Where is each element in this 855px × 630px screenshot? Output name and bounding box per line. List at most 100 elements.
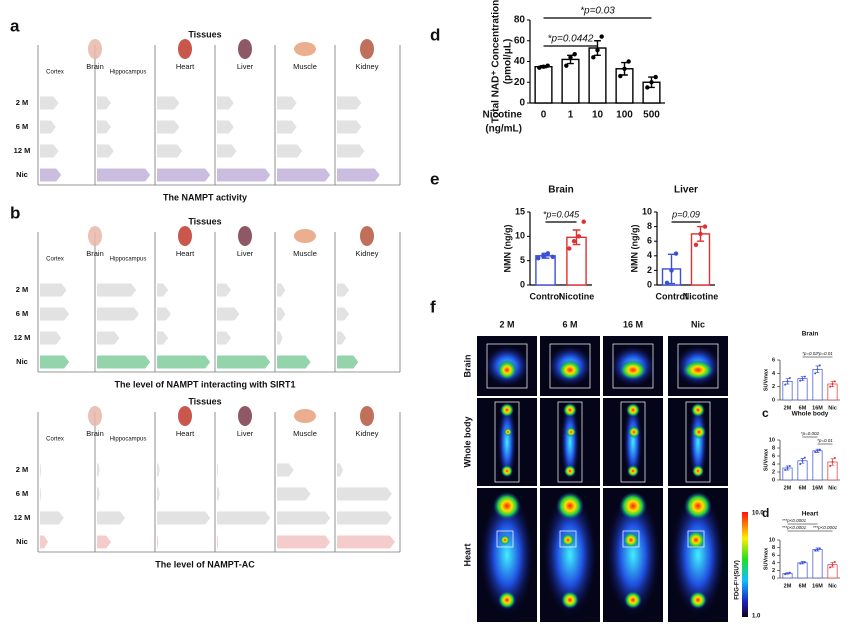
data-point: [818, 364, 821, 367]
panel-letter: e: [430, 169, 439, 188]
colorbar-label: FDG-F¹⁸(SUV): [734, 560, 741, 600]
tissue-label: Muscle: [293, 62, 317, 71]
y-tick-label: 5: [520, 255, 525, 265]
column-label: 16 M: [623, 319, 643, 329]
panel-letter: a: [10, 16, 20, 35]
x-tick-label: Nicotine: [559, 291, 595, 301]
activity-bar: [337, 331, 347, 345]
activity-bar: [217, 168, 271, 182]
activity-bar: [157, 96, 180, 110]
panel-title: Tissues: [188, 216, 221, 226]
activity-bar: [337, 511, 392, 525]
activity-bar: [97, 283, 137, 297]
roi-box: [486, 343, 528, 389]
x-tick-label: 10: [592, 110, 604, 121]
x-tick-label: 2M: [784, 485, 792, 491]
view-label: Sagittal: [585, 479, 598, 484]
row-label: Brain: [462, 354, 472, 377]
subregion-label: Hippocampus: [110, 437, 147, 443]
scan-signal: [558, 360, 582, 380]
activity-bar: [40, 511, 64, 525]
x-tick-label: 6M: [799, 485, 807, 491]
roi-box: [494, 401, 520, 483]
data-point: [799, 463, 802, 465]
activity-bar: [157, 487, 160, 501]
tissue-icon: [178, 39, 192, 59]
scan-signal: [626, 403, 640, 417]
row-label: 2 M: [16, 98, 29, 107]
row-label: 6 M: [16, 309, 29, 318]
significance-label: ***p<0.0001: [782, 518, 807, 523]
scan-signal: [628, 426, 640, 438]
data-point: [799, 562, 802, 565]
y-tick-label: 6: [772, 553, 775, 559]
data-point: [669, 268, 674, 273]
data-point: [568, 55, 573, 60]
panel-letter: d: [430, 25, 440, 44]
activity-bar: [217, 307, 240, 321]
tissue-icon: [238, 226, 252, 246]
subregion-label: Hippocampus: [110, 257, 147, 263]
y-tick-label: 2: [772, 568, 775, 574]
tissue-label: Kidney: [356, 429, 379, 438]
roi-box: [685, 401, 711, 483]
scan-signal: [556, 492, 584, 520]
data-point: [664, 280, 670, 286]
y-axis-label: NMN (ng/g): [502, 225, 512, 273]
activity-bar: [217, 331, 231, 345]
activity-bar: [277, 168, 331, 182]
row-label: Heart: [462, 543, 472, 566]
panel-caption: The level of NAMPT interacting with SIRT…: [114, 379, 295, 389]
scan-signal: [563, 403, 577, 417]
subregion-label: Cortex: [46, 70, 64, 76]
activity-bar: [217, 283, 231, 297]
significance-label: *p=0.03: [580, 6, 615, 17]
scan-signal: [561, 533, 575, 547]
data-point: [595, 47, 600, 53]
activity-bar: [217, 96, 234, 110]
data-point: [788, 377, 791, 379]
y-axis-label: SUVmax: [763, 448, 769, 471]
tissue-label: Liver: [237, 62, 254, 71]
activity-bar: [40, 487, 42, 501]
activity-bar: [217, 144, 237, 158]
data-point: [788, 465, 791, 467]
activity-bar: [277, 535, 331, 549]
tissue-icon: [294, 42, 316, 56]
activity-bar: [40, 96, 59, 110]
row-label: 12 M: [14, 146, 31, 155]
activity-bar: [217, 355, 271, 369]
scan-signal: [498, 402, 516, 482]
scan-signal: [691, 403, 705, 417]
scan-signal: [682, 360, 714, 380]
x-tick-label: 500: [643, 110, 660, 121]
x-tick-label: Nic: [828, 485, 837, 491]
tissue-label: Brain: [86, 249, 104, 258]
column-label: Nic: [691, 319, 705, 329]
tissue-icon: [178, 226, 192, 246]
tissue-icon: [360, 406, 374, 426]
tissue-icon: [294, 229, 316, 243]
data-point: [545, 63, 550, 68]
y-axis-label: Total NAD⁺ Concentration: [491, 0, 502, 123]
data-point: [653, 74, 658, 80]
activity-bar: [40, 144, 59, 158]
x-tick-label: 6M: [799, 583, 807, 589]
view-label: Transverse: [706, 389, 727, 394]
activity-bar: [97, 331, 120, 345]
tissue-label: Muscle: [293, 249, 317, 258]
activity-bar: [157, 511, 211, 525]
activity-bar: [97, 96, 111, 110]
tissue-label: Liver: [237, 429, 254, 438]
data-point: [537, 65, 542, 70]
data-point: [801, 377, 804, 380]
activity-bar: [40, 283, 67, 297]
view-label: Sagittal: [522, 479, 535, 484]
data-point: [801, 561, 804, 564]
panel-title: Tissues: [188, 29, 221, 39]
activity-bar: [40, 331, 62, 345]
data-point: [626, 59, 631, 64]
data-point: [833, 561, 836, 564]
row-label: 12 M: [14, 333, 31, 342]
